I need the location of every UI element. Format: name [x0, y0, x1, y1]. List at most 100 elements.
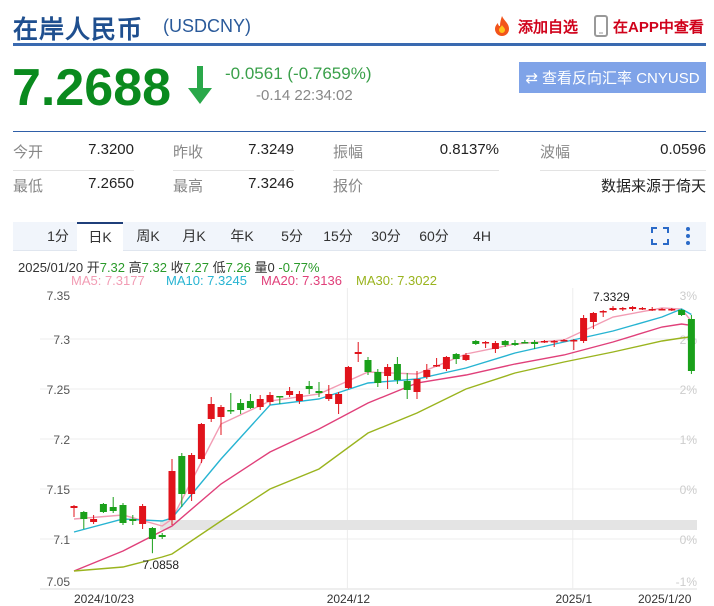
tab-0[interactable]: 1分 — [47, 228, 69, 244]
min-price-label: 7.0858 — [142, 558, 179, 572]
symbol-code: (USDCNY) — [163, 16, 251, 36]
candle-body — [188, 455, 196, 494]
candle-body — [80, 512, 88, 519]
price-change: -0.0561 (-0.7659%) — [225, 64, 372, 83]
candle-body — [256, 399, 264, 407]
candle — [305, 381, 313, 394]
view-in-app-button[interactable]: 在APP中查看 — [594, 15, 704, 37]
candle — [433, 358, 441, 367]
stat-value: 0.0596 — [660, 141, 706, 158]
reverse-rate-label: 查看反向汇率 CNYUSD — [542, 70, 700, 87]
candle — [482, 341, 490, 348]
tab-8[interactable]: 60分 — [419, 228, 449, 244]
candle — [374, 369, 382, 387]
candle — [286, 387, 294, 397]
stat-item: 数据来源于倚天 — [540, 175, 706, 196]
candle — [540, 340, 548, 343]
candle — [668, 308, 676, 311]
candle — [423, 364, 431, 379]
stat-value: 7.3246 — [248, 175, 294, 192]
tab-5[interactable]: 5分 — [281, 228, 303, 244]
candle-body — [237, 403, 245, 410]
candle-body — [482, 342, 490, 344]
tab-3[interactable]: 月K — [182, 228, 206, 244]
candle — [531, 340, 539, 349]
candle-body — [491, 343, 499, 349]
candle — [442, 356, 450, 371]
y-tick-label: 7.1 — [53, 533, 70, 547]
candle — [452, 353, 460, 364]
fire-icon — [495, 16, 509, 36]
stat-value: 7.3249 — [248, 141, 294, 158]
candle-body — [374, 372, 382, 383]
candle — [678, 309, 686, 316]
ma-legend-item: MA10: 7.3245 — [166, 273, 247, 288]
fullscreen-icon[interactable] — [651, 227, 669, 245]
tab-2[interactable]: 周K — [136, 228, 160, 244]
y-tick-label: 7.15 — [47, 483, 71, 497]
add-watchlist-button[interactable]: 添加自选 — [491, 15, 578, 37]
candle — [344, 366, 352, 389]
kline-chart[interactable]: 7.353%7.32%7.252%7.21%7.150%7.10%7.05-1%… — [0, 288, 714, 606]
candle — [139, 504, 147, 529]
candle — [491, 341, 499, 353]
candle-body — [286, 391, 294, 395]
candle — [295, 391, 303, 404]
add-watchlist-label: 添加自选 — [518, 18, 579, 36]
stat-label: 波幅 — [540, 144, 571, 161]
candle-body — [295, 394, 303, 401]
candle-body — [393, 364, 401, 380]
candle — [256, 395, 264, 410]
candle-body — [511, 343, 519, 345]
tab-9[interactable]: 4H — [473, 228, 491, 244]
candle-body — [658, 309, 666, 311]
candle-body — [668, 309, 676, 311]
info-volume: 0 — [267, 260, 275, 275]
tab-7[interactable]: 30分 — [371, 228, 401, 244]
ma-line-ma5 — [73, 307, 692, 527]
candle — [129, 515, 137, 525]
max-price-label: 7.3329 — [593, 290, 630, 304]
candle — [197, 423, 205, 463]
ma-line-ma30 — [73, 336, 692, 572]
stat-item: 波幅 0.0596 — [540, 141, 706, 171]
candle-body — [266, 395, 274, 402]
candle — [315, 382, 323, 397]
candle — [70, 505, 78, 517]
candle — [629, 306, 637, 311]
right-tick-label: 2% — [680, 383, 698, 397]
candle-body — [687, 319, 695, 371]
candle-body — [442, 357, 450, 369]
stat-item: 振幅 0.8137% — [333, 141, 499, 171]
candle — [188, 453, 196, 501]
candle-body — [99, 504, 107, 512]
ma-line-ma10 — [73, 308, 692, 533]
reverse-rate-button[interactable]: ⇄ 查看反向汇率 CNYUSD — [519, 62, 706, 93]
tab-6[interactable]: 15分 — [323, 228, 353, 244]
candle-body — [678, 310, 686, 315]
candle-body — [305, 386, 313, 389]
candle-body — [570, 340, 578, 342]
candle — [80, 511, 88, 529]
right-tick-label: 0% — [680, 533, 698, 547]
info-close-label: 收 — [170, 260, 184, 275]
stat-value: 数据来源于倚天 — [600, 178, 706, 195]
candle-body — [629, 307, 637, 309]
tab-1[interactable]: 日K — [77, 222, 123, 251]
candle — [472, 340, 480, 345]
candle-body — [648, 309, 656, 311]
candle-body — [609, 308, 617, 310]
info-open: 7.32 — [99, 260, 126, 275]
candle — [589, 312, 597, 329]
candle — [619, 307, 627, 311]
candle-body — [90, 519, 98, 522]
info-low: 7.26 — [225, 260, 251, 275]
more-vertical-icon[interactable] — [685, 226, 691, 246]
tab-4[interactable]: 年K — [230, 228, 254, 244]
candle-body — [599, 311, 607, 313]
candle-body — [433, 365, 441, 367]
candle — [119, 503, 127, 525]
candle — [648, 307, 656, 311]
info-percent: -0.77% — [278, 260, 320, 275]
candle-info: 2025/01/20 开7.32 高7.32 收7.27 低7.26 量0 -0… — [18, 257, 320, 276]
